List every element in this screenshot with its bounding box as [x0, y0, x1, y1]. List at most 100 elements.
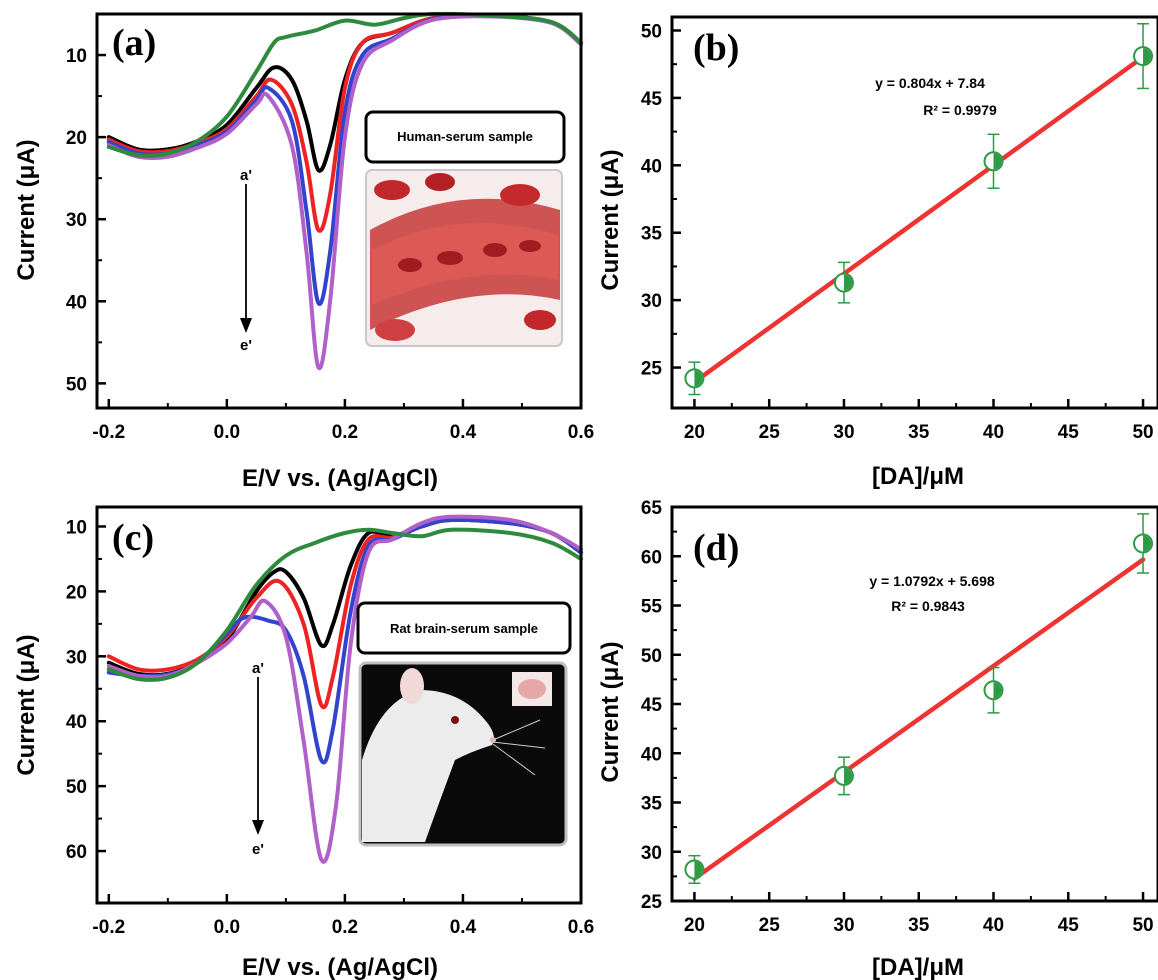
plot-frame-d — [670, 505, 1158, 903]
y-axis-label-c: Current (μA) — [13, 634, 40, 775]
y-tick-label: 50 — [66, 374, 87, 395]
rat-photo-icon — [358, 661, 568, 847]
x-tick-label: 35 — [908, 915, 930, 936]
y-tick-label: 20 — [66, 582, 87, 603]
x-tick-label: 25 — [759, 422, 781, 443]
sample-label-a: Human-serum sample — [397, 129, 533, 144]
x-tick-label: 0.6 — [568, 422, 594, 443]
dpv-curve-4 — [106, 527, 583, 682]
data-point-half-fill — [1143, 48, 1152, 65]
data-point-half-fill — [694, 861, 703, 878]
y-tick-label: 40 — [66, 292, 87, 313]
dpv-curves-c — [106, 514, 583, 864]
x-axis-label-a: E/V vs. (Ag/AgCl) — [242, 465, 438, 492]
y-tick-label: 40 — [641, 156, 662, 177]
y-tick-label: 20 — [66, 128, 87, 149]
x-tick-label: 30 — [833, 915, 854, 936]
panel-a: (a) E/V vs. (Ag/AgCl) Current (μA) -0.2 0… — [13, 11, 594, 492]
y-axis-label-a: Current (μA) — [13, 139, 40, 280]
x-tick-label: 50 — [1132, 915, 1153, 936]
y-tick-label: 50 — [66, 777, 87, 798]
panel-label-c: (c) — [112, 517, 154, 559]
calibration-marks-d — [684, 513, 1154, 885]
x-axis-label-d: [DA]/μM — [872, 954, 964, 980]
y-tick-label: 10 — [66, 517, 87, 538]
panel-c: (c) E/V vs. (Ag/AgCl) Current (μA) -0.2 0… — [13, 505, 594, 980]
x-tick-label: 20 — [684, 422, 705, 443]
x-tick-label: 0.2 — [332, 917, 358, 938]
y-tick-label: 25 — [641, 359, 663, 380]
y-tick-label: 65 — [641, 498, 663, 519]
x-tick-label: 25 — [759, 915, 781, 936]
x-tick-label: 0.4 — [450, 422, 477, 443]
concentration-arrow-c: a' e' — [252, 660, 264, 858]
y-tick-label: 40 — [66, 712, 87, 733]
arrow-head-c — [252, 820, 264, 835]
calibration-marks-b — [684, 22, 1154, 396]
y-tick-label: 25 — [641, 892, 663, 913]
y-axis-label-b: Current (μA) — [597, 149, 624, 290]
y-tick-label: 30 — [641, 291, 662, 312]
y-tick-label: 35 — [641, 794, 663, 815]
x-tick-label: 45 — [1058, 915, 1080, 936]
panel-d: (d) y = 1.0792x + 5.698 R² = 0.9843 [DA]… — [597, 498, 1158, 980]
sample-label-box-a — [364, 110, 566, 164]
fit-r2-d: R² = 0.9843 — [891, 598, 965, 614]
fit-r2-b: R² = 0.9979 — [923, 102, 997, 118]
x-tick-label: 35 — [908, 422, 930, 443]
y-tick-label: 30 — [66, 210, 87, 231]
x-tick-label: 40 — [983, 422, 1004, 443]
arrow-head-a — [240, 318, 252, 333]
x-tick-label: 20 — [684, 915, 705, 936]
plot-frame-b — [670, 15, 1158, 410]
ticks-a: -0.2 0.0 0.2 0.4 0.6 10 20 30 40 50 — [66, 46, 594, 443]
y-tick-label: 55 — [641, 597, 663, 618]
x-axis-label-b: [DA]/μM — [872, 463, 964, 490]
data-point-half-fill — [843, 274, 852, 291]
x-tick-label: 0.6 — [568, 917, 594, 938]
x-tick-label: 0.0 — [214, 917, 240, 938]
plot-frame-c — [95, 505, 583, 905]
x-tick-label: 0.4 — [450, 917, 477, 938]
data-point-half-fill — [993, 153, 1002, 170]
sample-inset-a: Human-serum sample — [364, 110, 566, 347]
data-point-half-fill — [1143, 535, 1152, 552]
x-tick-label: 0.2 — [332, 422, 358, 443]
y-tick-label: 30 — [641, 843, 662, 864]
x-tick-label: -0.2 — [92, 917, 125, 938]
x-tick-label: 45 — [1058, 422, 1080, 443]
sample-label-box-c — [356, 601, 572, 655]
fit-equation-d: y = 1.0792x + 5.698 — [869, 573, 995, 589]
fit-line — [692, 54, 1146, 385]
x-tick-label: 50 — [1132, 422, 1153, 443]
data-point-half-fill — [993, 682, 1002, 699]
dpv-curve-3 — [106, 14, 583, 371]
arrow-start-label-a: a' — [240, 167, 252, 184]
ticks-c: -0.2 0.0 0.2 0.4 0.6 10 20 30 40 50 60 — [66, 517, 594, 938]
arrow-end-label-a: e' — [240, 337, 252, 354]
y-tick-label: 35 — [641, 224, 663, 245]
y-tick-label: 10 — [66, 46, 87, 67]
panel-label-b: (b) — [693, 27, 739, 69]
x-tick-label: -0.2 — [92, 422, 125, 443]
x-axis-label-c: E/V vs. (Ag/AgCl) — [242, 954, 438, 980]
x-tick-label: 40 — [983, 915, 1004, 936]
y-tick-label: 30 — [66, 647, 87, 668]
y-tick-label: 40 — [641, 744, 662, 765]
sample-inset-c: Rat brain-serum sample — [356, 601, 572, 847]
panel-b: (b) y = 0.804x + 7.84 R² = 0.9979 [DA]/μ… — [597, 15, 1158, 490]
ticks-b: 20 25 30 35 40 45 50 25 30 35 40 45 50 — [641, 21, 1154, 443]
y-axis-label-d: Current (μA) — [597, 641, 624, 782]
fit-equation-b: y = 0.804x + 7.84 — [875, 75, 985, 91]
x-tick-label: 30 — [833, 422, 854, 443]
x-tick-label: 0.0 — [214, 422, 240, 443]
data-point-half-fill — [694, 370, 703, 387]
concentration-arrow-a: a' e' — [240, 167, 252, 354]
arrow-end-label-c: e' — [252, 841, 264, 858]
y-tick-label: 45 — [641, 89, 663, 110]
y-tick-label: 50 — [641, 646, 662, 667]
plot-frame-a — [95, 12, 583, 410]
y-tick-label: 60 — [641, 547, 662, 568]
sample-label-c: Rat brain-serum sample — [390, 621, 538, 636]
